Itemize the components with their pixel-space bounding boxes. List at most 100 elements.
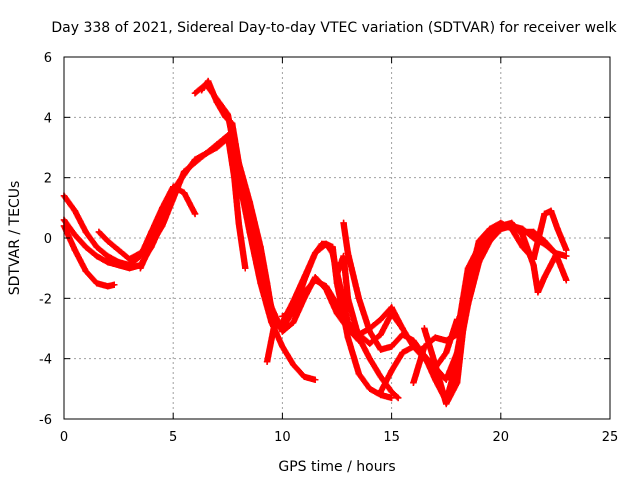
data-point <box>486 231 494 239</box>
data-point <box>534 289 542 296</box>
data-point <box>126 255 133 263</box>
data-point <box>115 246 122 254</box>
data-point <box>366 355 373 362</box>
data-point <box>552 252 559 260</box>
x-tick-label: 0 <box>60 430 68 445</box>
data-point <box>410 379 417 386</box>
data-point <box>377 346 384 353</box>
data-point <box>270 319 277 326</box>
data-point <box>311 376 319 383</box>
data-point <box>93 252 100 260</box>
data-point <box>443 400 450 408</box>
data-point <box>475 243 483 251</box>
data-point <box>377 331 384 338</box>
data-point <box>191 90 199 97</box>
data-point <box>366 328 373 335</box>
plus-markers <box>377 222 570 395</box>
data-point <box>421 325 428 332</box>
data-point <box>137 249 144 257</box>
data-point <box>399 325 406 332</box>
data-point <box>355 295 363 302</box>
plus-markers <box>60 183 199 269</box>
data-point <box>530 228 537 236</box>
data-point <box>235 159 242 166</box>
data-point <box>104 237 111 245</box>
data-point <box>333 271 341 278</box>
plus-markers <box>137 135 319 383</box>
series-track-12 <box>377 222 570 396</box>
data-point <box>263 358 271 365</box>
x-tick-label: 20 <box>493 430 510 445</box>
data-point <box>388 304 395 311</box>
data-point <box>547 207 555 215</box>
x-tick-label: 15 <box>383 430 400 445</box>
data-point <box>322 240 330 248</box>
data-point <box>311 249 319 257</box>
data-point <box>399 349 406 356</box>
data-point <box>432 361 439 368</box>
data-points <box>60 77 570 408</box>
data-point <box>290 319 297 326</box>
y-tick-label: 4 <box>44 111 52 126</box>
data-point <box>344 334 352 341</box>
data-point <box>497 222 504 230</box>
data-point <box>228 120 236 127</box>
data-point <box>541 237 548 245</box>
data-point <box>115 261 122 269</box>
data-point <box>104 258 111 266</box>
data-point <box>191 156 199 163</box>
data-point <box>159 213 166 221</box>
data-point <box>355 370 363 377</box>
data-point <box>104 252 111 260</box>
data-point <box>563 252 570 260</box>
data-point <box>202 150 210 157</box>
series-track-1 <box>60 183 199 269</box>
data-point <box>104 283 111 290</box>
y-tick-label: -4 <box>39 353 52 368</box>
x-tick-label: 25 <box>602 430 619 445</box>
y-axis-label: SDTVAR / TECUs <box>7 181 23 296</box>
x-tick-label: 10 <box>274 430 291 445</box>
data-point <box>71 246 79 254</box>
data-point <box>421 343 428 350</box>
data-point <box>257 243 264 251</box>
y-tick-label: -6 <box>39 413 52 428</box>
data-point <box>377 316 384 323</box>
data-point <box>180 189 188 196</box>
data-point <box>366 385 373 393</box>
data-point <box>563 246 570 254</box>
data-point <box>71 231 79 239</box>
data-point <box>82 267 90 275</box>
data-point <box>279 313 286 320</box>
series-track-5 <box>137 135 319 383</box>
data-point <box>180 171 188 178</box>
data-point <box>329 243 336 251</box>
y-tick-label: 0 <box>44 232 52 247</box>
data-point <box>82 228 90 236</box>
data-point <box>191 210 199 218</box>
data-point <box>344 295 352 302</box>
data-point <box>453 331 461 338</box>
data-point <box>377 388 384 396</box>
data-point <box>235 219 242 227</box>
data-point <box>410 337 417 344</box>
data-point <box>333 310 341 317</box>
axis-ticks: 0 5 10 15 20 25 -6 -4 -2 0 2 4 6 <box>39 51 618 445</box>
data-point <box>322 283 330 290</box>
data-point <box>519 231 526 239</box>
data-point <box>235 180 242 187</box>
data-point <box>563 277 570 284</box>
data-point <box>246 198 253 205</box>
data-point <box>82 243 90 251</box>
data-point <box>279 319 286 326</box>
data-point <box>530 261 537 269</box>
data-point <box>279 343 286 350</box>
data-point <box>137 264 144 272</box>
data-point <box>394 394 402 402</box>
data-point <box>213 99 221 106</box>
data-point <box>93 280 100 287</box>
y-tick-label: 2 <box>44 172 52 187</box>
data-point <box>541 210 548 218</box>
data-point <box>464 264 472 272</box>
